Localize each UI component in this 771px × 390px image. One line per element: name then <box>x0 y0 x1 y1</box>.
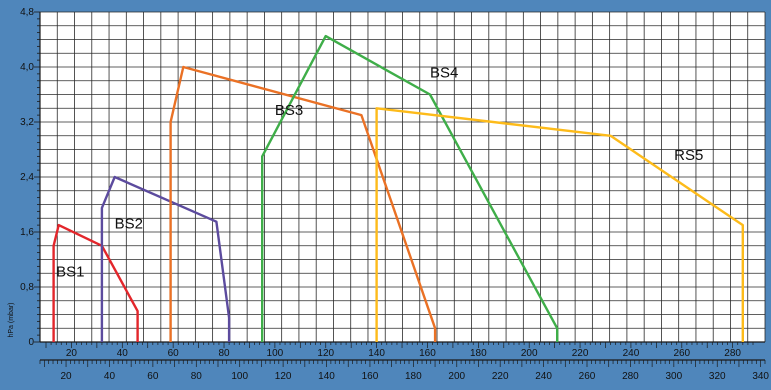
x-top-tick-label: 140 <box>368 348 385 359</box>
series-line-bs4 <box>261 34 559 342</box>
x-bottom-tick-label: 280 <box>622 371 639 382</box>
x-top-tick-label: 80 <box>218 348 230 359</box>
series-line-bs1 <box>52 223 139 342</box>
y-tick-label: 1,6 <box>20 227 34 238</box>
y-tick-label: 4,0 <box>20 62 34 73</box>
x-bottom-tick-label: 340 <box>752 371 769 382</box>
x-bottom-tick-label: 140 <box>318 371 335 382</box>
series-line-rs5 <box>375 107 744 342</box>
series-label-bs2: BS2 <box>115 216 143 233</box>
y-tick-label: 3,2 <box>20 117 34 128</box>
x-top-tick-label: 160 <box>419 348 436 359</box>
x-bottom-tick-label: 80 <box>191 371 203 382</box>
x-top-tick-label: 220 <box>572 348 589 359</box>
x-top-tick-label: 60 <box>168 348 180 359</box>
y-tick-label: 0,8 <box>20 282 34 293</box>
x-top-tick-label: 280 <box>724 348 741 359</box>
x-top-tick-label: 240 <box>623 348 640 359</box>
x-bottom-tick-label: 240 <box>535 371 552 382</box>
x-top-tick-label: 100 <box>267 348 284 359</box>
series-label-bs4: BS4 <box>430 64 458 81</box>
x-bottom-tick-label: 120 <box>275 371 292 382</box>
x-top-tick-label: 260 <box>673 348 690 359</box>
x-top-tick-label: 120 <box>317 348 334 359</box>
x-top-tick-label: 200 <box>521 348 538 359</box>
series-label-bs1: BS1 <box>56 264 84 281</box>
series-label-rs5: RS5 <box>674 147 703 164</box>
x-bottom-tick-label: 220 <box>492 371 509 382</box>
x-top-tick-label: 180 <box>470 348 487 359</box>
x-top-tick-label: 20 <box>66 348 78 359</box>
x-bottom-tick-label: 100 <box>231 371 248 382</box>
x-bottom-tick-label: 20 <box>60 371 72 382</box>
x-bottom-tick-label: 300 <box>665 371 682 382</box>
y-tick-label: 0 <box>28 337 34 348</box>
x-bottom-tick-label: 260 <box>579 371 596 382</box>
series-line-bs3 <box>169 65 437 342</box>
series-line-bs2 <box>100 175 231 342</box>
x-bottom-tick-label: 40 <box>104 371 116 382</box>
y-axis-label: hPa (mbar) <box>8 302 15 337</box>
series-label-bs3: BS3 <box>275 102 303 119</box>
x-bottom-tick-label: 60 <box>147 371 159 382</box>
x-bottom-tick-label: 180 <box>405 371 422 382</box>
y-tick-label: 2,4 <box>20 172 34 183</box>
x-bottom-tick-label: 160 <box>362 371 379 382</box>
x-top-tick-label: 40 <box>117 348 129 359</box>
x-bottom-tick-label: 200 <box>448 371 465 382</box>
x-bottom-tick-label: 320 <box>709 371 726 382</box>
y-tick-label: 4,8 <box>20 7 34 18</box>
